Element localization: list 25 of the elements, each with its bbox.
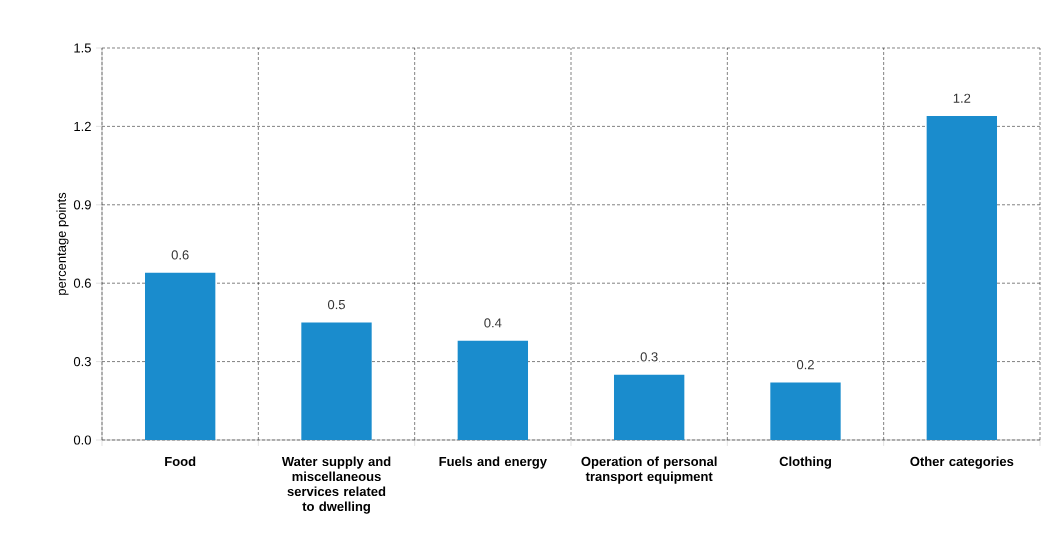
- y-tick-label: 1.5: [74, 43, 91, 53]
- data-label: 0.4: [484, 318, 502, 328]
- y-tick-label: 1.2: [74, 121, 91, 131]
- y-tick-label: 0.9: [73, 200, 91, 210]
- y-tick-label: 0.6: [73, 278, 91, 288]
- bar: [145, 272, 216, 440]
- bar: [301, 322, 372, 440]
- x-tick-label: Clothing: [779, 456, 831, 469]
- y-axis-title: percentage points: [56, 192, 69, 295]
- bar: [770, 382, 841, 440]
- data-label: 1.2: [953, 93, 971, 103]
- x-tick-label: Food: [165, 456, 196, 467]
- bar: [926, 115, 997, 440]
- data-label: 0.2: [796, 360, 814, 370]
- data-label: 0.3: [640, 352, 658, 362]
- x-tick-label: Operation of personal transport equipment: [581, 456, 717, 484]
- bar: [457, 340, 529, 440]
- data-label: 0.6: [171, 250, 189, 260]
- y-tick-label: 0.3: [73, 356, 91, 367]
- bar: [614, 374, 685, 440]
- x-tick-label: Water supply and miscellaneous services related to dwelling: [281, 456, 391, 514]
- x-tick-label: Fuels and energy: [439, 456, 547, 469]
- data-label: 0.5: [327, 299, 345, 310]
- x-tick-label: Other categories: [910, 456, 1014, 469]
- y-tick-label: 0.0: [73, 435, 91, 445]
